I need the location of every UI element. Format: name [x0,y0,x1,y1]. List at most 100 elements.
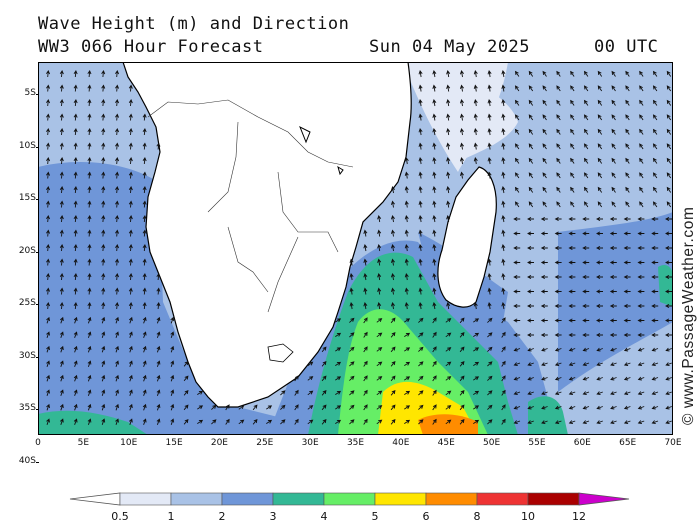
wave-arrow [611,143,616,150]
land-mass [122,62,497,408]
wave-arrow [583,70,589,77]
wave-arrow [404,229,409,237]
wave-arrow [597,186,603,193]
wave-arrow [568,275,576,279]
wave-arrow [473,419,480,424]
wave-arrow [73,128,78,136]
wave-arrow [637,304,645,308]
wave-arrow [349,302,354,310]
wave-arrow [59,128,64,136]
wave-arrow [211,419,217,425]
wave-arrow [582,275,590,279]
wave-arrow [541,391,548,395]
wave-arrow [142,244,147,252]
wave-arrow [73,302,78,310]
wave-arrow [156,331,161,338]
wave-arrow [307,390,314,396]
wave-arrow [142,258,147,266]
madagascar [437,166,497,308]
wave-arrow [554,275,562,279]
wave-arrow [59,99,64,107]
wave-arrow [46,273,51,281]
wave-arrow [487,273,492,281]
wave-arrow [101,331,106,338]
wave-arrow [610,391,617,395]
wave-arrow [554,333,562,337]
wave-arrow [59,244,64,252]
wave-arrow [446,171,451,179]
wave-arrow [390,331,396,338]
wave-arrow [60,418,64,425]
wave-arrow [596,275,603,279]
wave-arrow [651,260,659,265]
wave-arrow [446,142,451,150]
wave-arrow [541,420,548,424]
wave-arrow [528,70,534,77]
wave-arrow [115,244,120,252]
wave-arrow [266,419,273,424]
wave-arrow [115,418,119,425]
wave-arrow [390,375,396,382]
wave-arrow [609,333,617,337]
wave-arrow [639,99,644,106]
wave-arrow [445,390,452,396]
wave-arrow [73,142,78,150]
wave-arrow [542,70,547,77]
wave-arrow [170,403,175,411]
wave-arrow [418,404,424,410]
wave-arrow [59,84,64,92]
wave-arrow [115,360,119,367]
wave-arrow [142,418,147,425]
wave-arrow [540,333,548,337]
wave-arrow [390,215,395,223]
wave-arrow [528,157,534,164]
wave-arrow [307,361,314,367]
wave-arrow [554,289,562,294]
wave-arrow [459,113,464,121]
wave-arrow [142,215,147,223]
wave-arrow [501,113,506,121]
wave-arrow [115,229,120,237]
wave-arrow [666,99,672,106]
wave-arrow [390,200,395,208]
lon-tick-label: 30E [301,438,319,448]
wave-arrow [46,287,51,295]
wave-arrow [459,157,464,165]
wave-arrow [363,404,368,411]
wave-arrow [142,171,147,179]
wave-arrow [73,418,78,425]
wave-arrow [129,316,133,324]
wave-arrow [129,389,133,396]
wave-arrow [597,70,603,77]
lat-tick-mark [36,199,39,200]
wave-arrow [554,405,562,410]
wave-arrow [513,376,521,381]
wave-arrow [637,318,645,323]
wave-arrow [390,418,396,425]
wave-arrow [528,143,534,150]
wave-arrow [156,273,161,281]
lat-tick-label: 20S [18,245,36,256]
wave-arrow [666,128,672,135]
chart-title: Wave Height (m) and Direction [38,14,350,34]
wave-arrow [487,171,492,179]
wave-arrow [87,258,92,266]
wave-arrow [349,332,355,338]
wave-arrow [87,171,92,179]
wave-arrow [129,418,133,425]
wave-arrow [473,157,478,165]
wave-arrow [611,99,616,106]
wave-arrow [321,389,327,396]
wave-arrow [170,389,175,396]
wave-arrow [473,113,478,121]
wave-arrow [568,333,576,337]
wave-arrow [639,85,644,92]
wave-arrow [623,362,631,366]
wave-arrow [513,405,521,410]
wave-arrow [46,113,51,121]
wave-arrow [446,70,451,78]
wave-arrow [59,229,64,237]
wave-arrow [73,244,78,252]
wave-arrow [101,200,106,208]
wave-arrow [611,128,616,135]
